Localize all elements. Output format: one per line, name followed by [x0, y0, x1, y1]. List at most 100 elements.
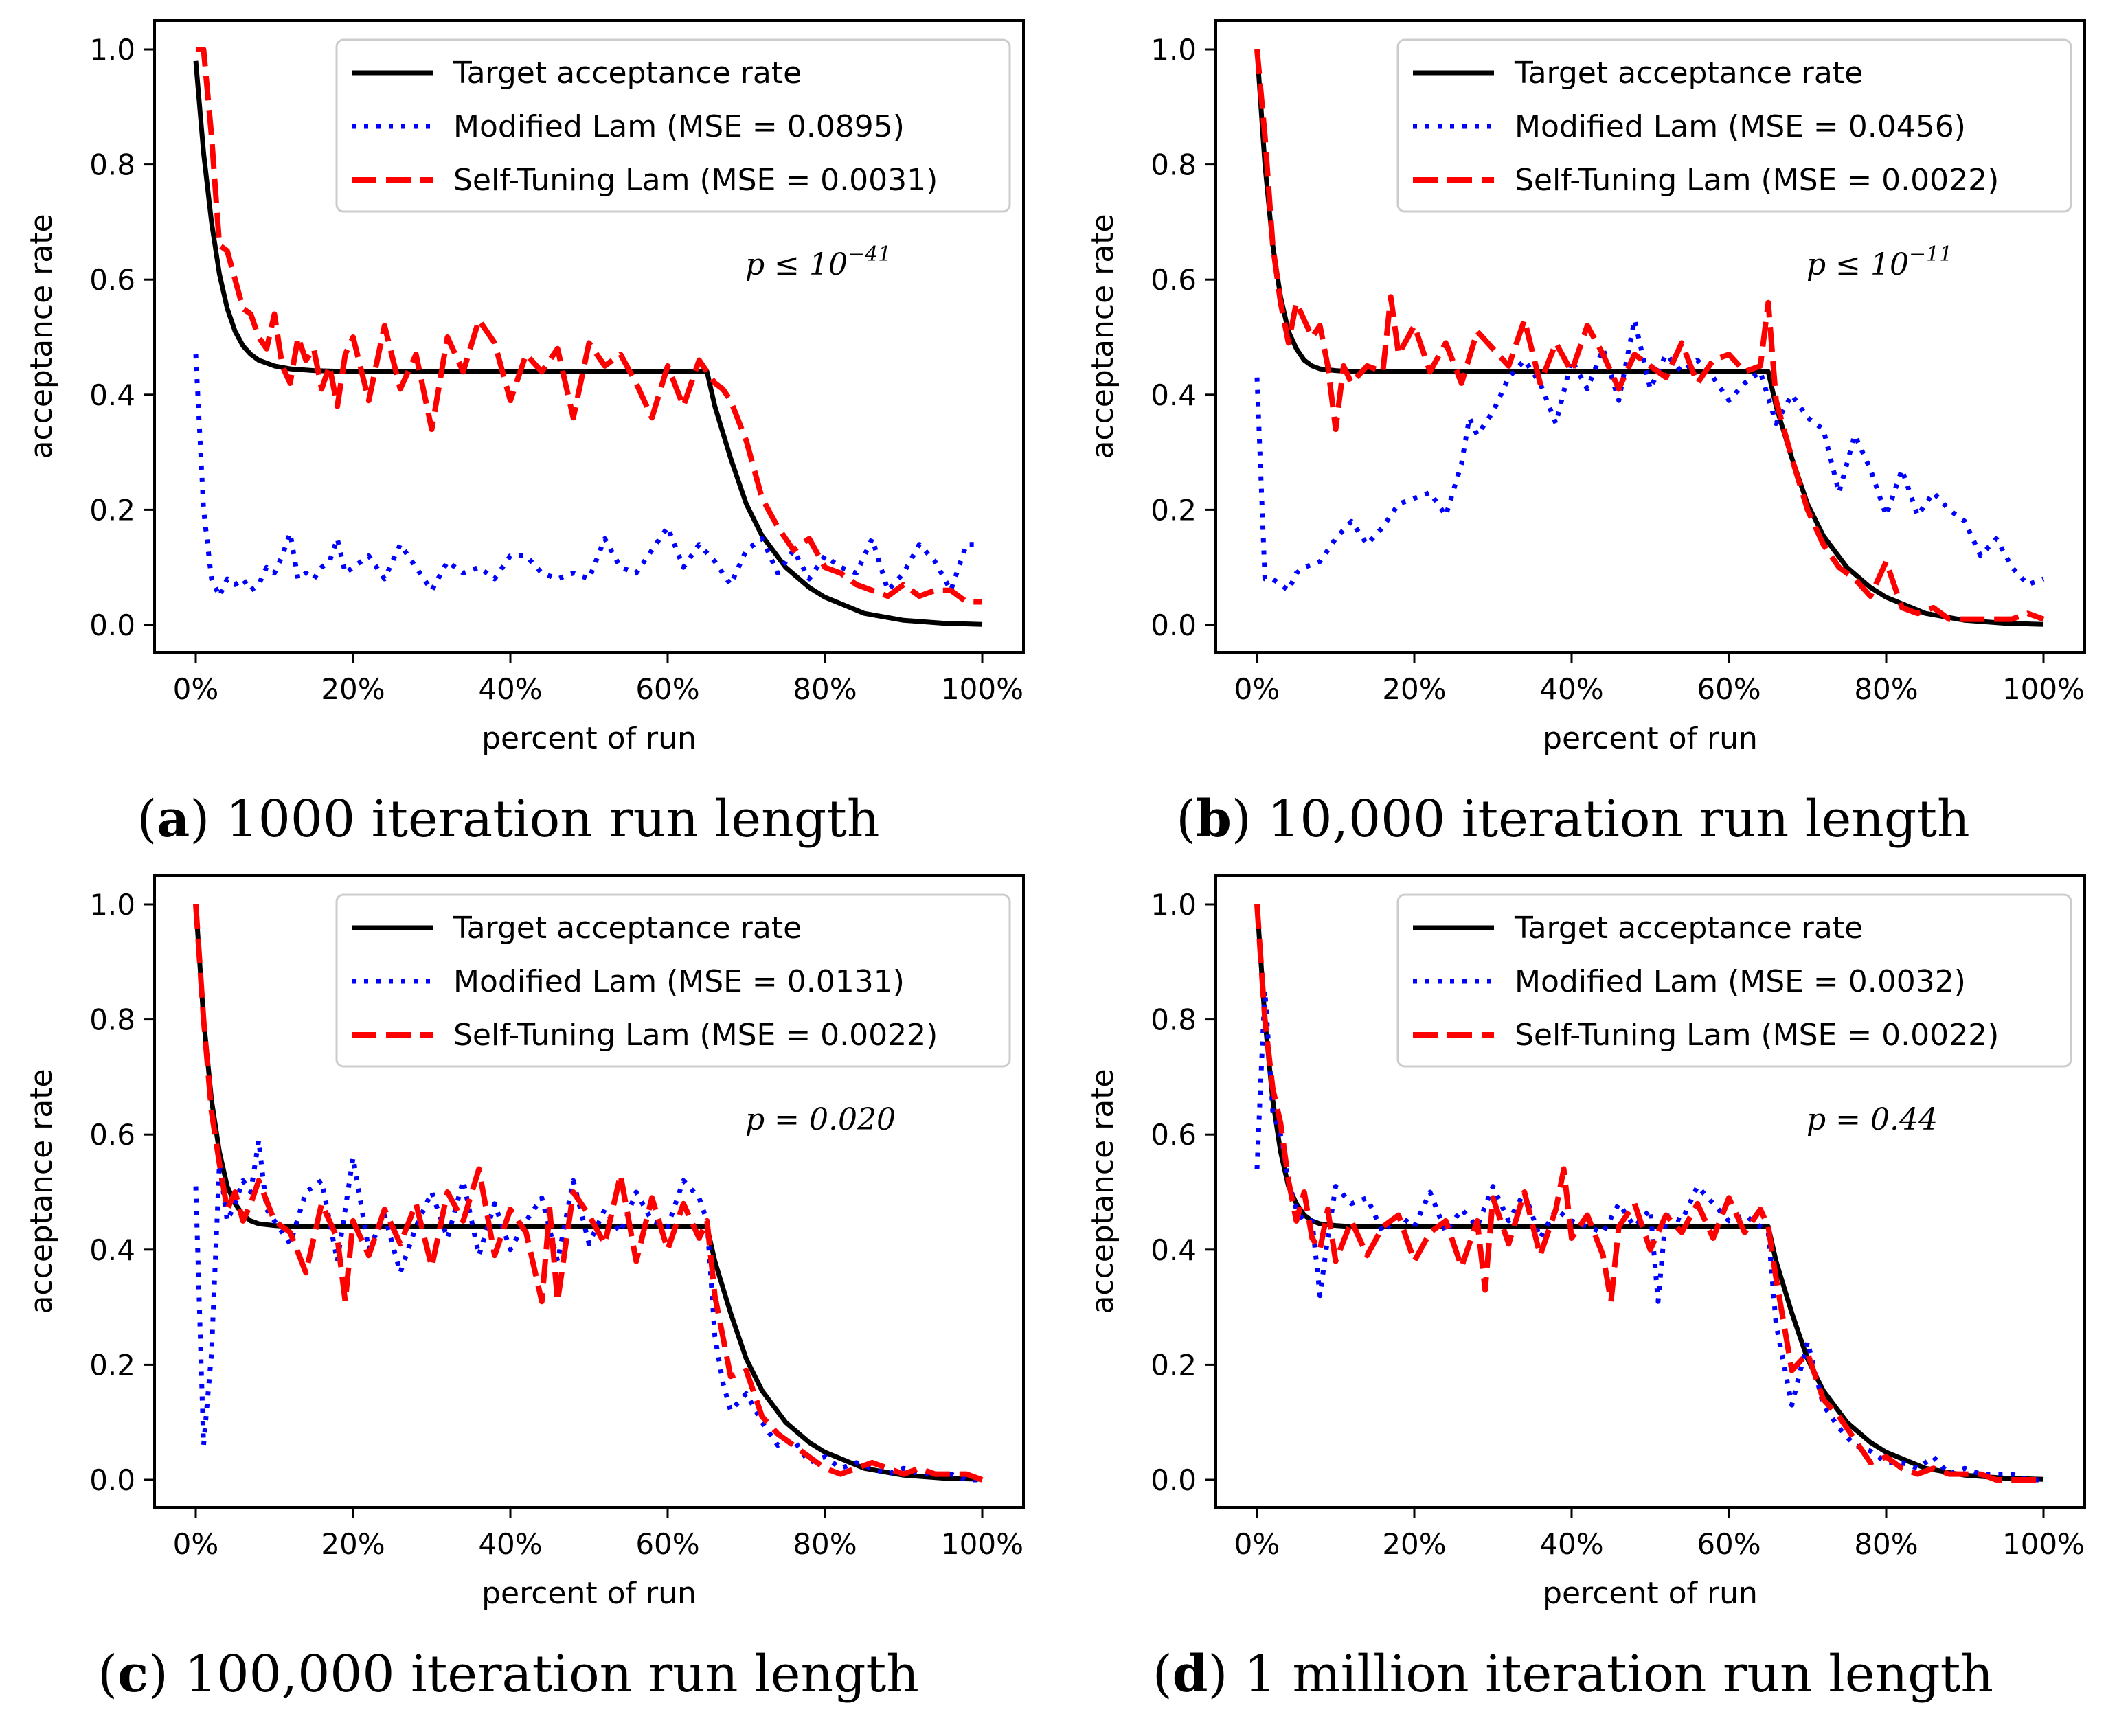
y-tick-label: 0.0 — [89, 1463, 135, 1497]
modified-line — [1254, 988, 2043, 1483]
plot-frame — [153, 874, 1025, 1509]
x-tick-label: 60% — [635, 1527, 699, 1561]
y-tick-label: 0.8 — [89, 148, 135, 182]
y-tick-label: 0.8 — [1151, 148, 1197, 182]
panel-b: 0.0 0.2 0.4 0.6 0.8 1.0 0% 20% 40% 60% 80% 100% perc… — [1085, 19, 2086, 756]
x-tick-label: 40% — [1539, 1527, 1603, 1561]
legend-label-target: Target acceptance rate — [1514, 911, 1863, 946]
y-tick-label: 0.6 — [89, 263, 135, 297]
y-tick-label: 0.8 — [89, 1003, 135, 1037]
x-axis-label: percent of run — [1543, 1576, 1758, 1611]
y-tick-label: 1.0 — [89, 33, 135, 67]
y-tick-label: 0.6 — [89, 1118, 135, 1152]
plot-frame — [1214, 874, 2086, 1509]
x-tick-label: 60% — [1697, 1527, 1760, 1561]
target-line — [1254, 49, 2044, 627]
legend-label-selftuning: Self-Tuning Lam (MSE = 0.0022) — [1515, 1018, 1999, 1053]
x-tick-label: 80% — [793, 672, 857, 706]
selftuning-line — [1254, 904, 2043, 1483]
p-value-exponent: −41 — [848, 242, 891, 266]
p-value-annotation: p = 0.020 — [745, 1102, 896, 1137]
x-tick-label: 40% — [478, 1527, 542, 1561]
p-value-annotation: p ≤ 10−41 — [745, 242, 891, 282]
legend-box — [335, 893, 1011, 1068]
legend-label-modified: Modified Lam (MSE = 0.0032) — [1515, 964, 1966, 999]
legend-label-selftuning: Self-Tuning Lam (MSE = 0.0031) — [453, 163, 938, 198]
y-tick-label: 0.6 — [1151, 1118, 1197, 1152]
x-axis-label: percent of run — [482, 721, 697, 756]
x-tick-label: 80% — [1854, 1527, 1918, 1561]
y-axis-label: acceptance rate — [24, 214, 59, 459]
legend-label-target: Target acceptance rate — [453, 56, 802, 91]
y-tick-label: 0.4 — [89, 1233, 135, 1267]
x-tick-label: 20% — [321, 1527, 385, 1561]
selftuning-line — [1254, 49, 2045, 622]
y-tick-label: 0.6 — [1151, 263, 1197, 297]
plot-frame — [1214, 19, 2086, 654]
legend: Target acceptance rate Modified Lam (MSE … — [1396, 893, 2072, 1068]
y-tick-label: 0.2 — [1151, 493, 1197, 527]
modified-line — [1254, 317, 2045, 593]
panel-c: 0.0 0.2 0.4 0.6 0.8 1.0 0% 20% 40% 60% 80% 100% perc… — [24, 874, 1025, 1611]
y-tick-label: 1.0 — [1151, 888, 1197, 922]
y-axis-label: acceptance rate — [1085, 214, 1120, 459]
y-tick-label: 0.0 — [1151, 608, 1197, 642]
legend-label-selftuning: Self-Tuning Lam (MSE = 0.0022) — [453, 1018, 938, 1053]
y-tick-label: 0.8 — [1151, 1003, 1197, 1037]
legend: Target acceptance rate Modified Lam (MSE … — [335, 38, 1011, 213]
caption-d: (d) 1 million iteration run length — [1152, 1645, 1994, 1704]
y-axis-label: acceptance rate — [24, 1069, 59, 1314]
x-axis-label: percent of run — [482, 1576, 697, 1611]
x-tick-label: 100% — [2002, 672, 2085, 706]
legend-box — [335, 38, 1011, 213]
legend-label-modified: Modified Lam (MSE = 0.0456) — [1515, 109, 1966, 144]
caption-b: (b) 10,000 iteration run length — [1176, 790, 1970, 849]
panel-d: 0.0 0.2 0.4 0.6 0.8 1.0 0% 20% 40% 60% 80% 100% perc… — [1085, 874, 2086, 1611]
x-tick-label: 100% — [941, 672, 1023, 706]
legend-label-target: Target acceptance rate — [453, 911, 802, 946]
x-tick-label: 100% — [2002, 1527, 2085, 1561]
legend-label-selftuning: Self-Tuning Lam (MSE = 0.0022) — [1515, 163, 1999, 198]
y-axis-label: acceptance rate — [1085, 1069, 1120, 1314]
legend-label-target: Target acceptance rate — [1514, 56, 1863, 91]
x-tick-label: 0% — [173, 672, 219, 706]
y-tick-label: 0.0 — [1151, 1463, 1197, 1497]
x-tick-label: 60% — [635, 672, 699, 706]
caption-c: (c) 100,000 iteration run length — [98, 1645, 919, 1704]
y-tick-label: 1.0 — [89, 888, 135, 922]
y-tick-label: 1.0 — [1151, 33, 1197, 67]
x-tick-label: 0% — [1234, 672, 1280, 706]
caption-a: (a) 1000 iteration run length — [137, 790, 880, 849]
y-tick-label: 0.2 — [1151, 1348, 1197, 1382]
y-tick-label: 0.4 — [1151, 378, 1197, 412]
p-value-annotation: p ≤ 10−11 — [1807, 242, 1952, 282]
x-tick-label: 0% — [173, 1527, 219, 1561]
y-tick-label: 0.2 — [89, 493, 135, 527]
plot-frame — [153, 19, 1025, 654]
panel-a: 0.0 0.2 0.4 0.6 0.8 1.0 0% 20% 40% 60% 80% 100% perc… — [24, 19, 1025, 756]
x-tick-label: 80% — [793, 1527, 857, 1561]
y-tick-label: 0.0 — [89, 608, 135, 642]
x-axis-label: percent of run — [1543, 721, 1758, 756]
x-tick-label: 60% — [1697, 672, 1760, 706]
legend: Target acceptance rate Modified Lam (MSE … — [335, 893, 1011, 1068]
x-tick-label: 100% — [941, 1527, 1023, 1561]
modified-line — [193, 354, 982, 599]
legend-box — [1396, 893, 2072, 1068]
y-tick-label: 0.4 — [1151, 1233, 1197, 1267]
p-value-annotation: p = 0.44 — [1807, 1102, 1938, 1137]
legend-label-modified: Modified Lam (MSE = 0.0131) — [453, 964, 905, 999]
x-tick-label: 40% — [478, 672, 542, 706]
legend: Target acceptance rate Modified Lam (MSE … — [1396, 38, 2072, 213]
y-tick-label: 0.4 — [89, 378, 135, 412]
p-value-exponent: −11 — [1909, 242, 1952, 266]
legend-label-modified: Modified Lam (MSE = 0.0895) — [453, 109, 905, 144]
target-line — [193, 60, 983, 627]
x-tick-label: 20% — [1382, 1527, 1446, 1561]
x-tick-label: 20% — [1382, 672, 1446, 706]
x-tick-label: 20% — [321, 672, 385, 706]
legend-box — [1396, 38, 2072, 213]
y-tick-label: 0.2 — [89, 1348, 135, 1382]
x-tick-label: 40% — [1539, 672, 1603, 706]
